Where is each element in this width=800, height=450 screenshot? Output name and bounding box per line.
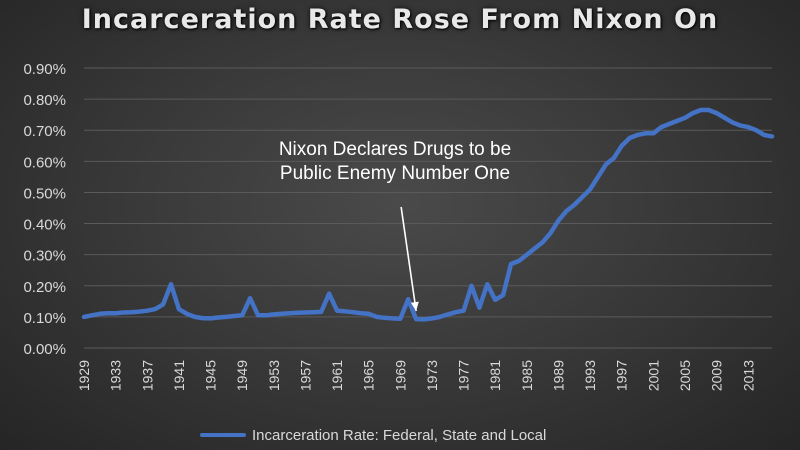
y-tick-label: 0.50% (23, 185, 66, 202)
x-tick-label: 1973 (424, 360, 440, 391)
x-tick-label: 1997 (614, 360, 630, 391)
x-tick-label: 1965 (361, 360, 377, 391)
x-tick-label: 1957 (297, 360, 313, 391)
legend: Incarceration Rate: Federal, State and L… (200, 425, 546, 445)
annotation-arrowhead (410, 301, 419, 312)
y-tick-label: 0.40% (23, 217, 66, 234)
x-tick-label: 1929 (76, 360, 92, 391)
chart-title: Incarceration Rate Rose From Nixon On (81, 4, 719, 35)
x-tick-label: 2009 (709, 360, 725, 391)
x-tick-label: 2013 (740, 360, 756, 391)
x-tick-label: 1981 (487, 360, 503, 391)
annotation-text: Nixon Declares Drugs to be Public Enemy … (225, 138, 565, 186)
y-tick-label: 0.10% (23, 310, 66, 327)
x-tick-label: 1993 (582, 360, 598, 391)
series-line (81, 107, 775, 322)
y-tick-label: 0.20% (23, 279, 66, 296)
y-tick-label: 0.70% (23, 123, 66, 140)
x-tick-label: 1941 (171, 360, 187, 391)
annotation-line-1: Nixon Declares Drugs to be (278, 139, 512, 160)
y-tick-label: 0.60% (23, 154, 66, 171)
y-tick-label: 0.80% (23, 92, 66, 109)
gridlines (84, 67, 772, 349)
x-axis-ticks: 1929 1933 1937 1941 1945 1949 1953 1957 1961 1965… (76, 360, 756, 391)
x-tick-label: 1969 (392, 360, 408, 391)
annotation-arrow-line (400, 206, 417, 312)
y-axis-ticks: 0.00% 0.10% 0.20% 0.30% 0.40% 0.50% 0.60% 0.70%… (23, 61, 66, 358)
x-tick-label: 1953 (266, 360, 282, 391)
legend-swatch (200, 433, 246, 437)
y-tick-label: 0.00% (23, 341, 66, 358)
x-tick-label: 1937 (139, 360, 155, 391)
series-lines (81, 107, 775, 322)
x-tick-label: 2001 (645, 360, 661, 391)
x-tick-label: 1989 (550, 360, 566, 391)
x-tick-label: 1949 (234, 360, 250, 391)
annotation-arrow (400, 206, 419, 312)
x-tick-label: 1985 (519, 360, 535, 391)
x-tick-label: 1977 (456, 360, 472, 391)
x-tick-label: 1961 (329, 360, 345, 391)
y-tick-label: 0.90% (23, 61, 66, 78)
x-tick-label: 2005 (677, 360, 693, 391)
y-tick-label: 0.30% (23, 248, 66, 265)
x-tick-label: 1945 (203, 360, 219, 391)
legend-label: Incarceration Rate: Federal, State and L… (252, 426, 547, 444)
x-tick-label: 1933 (108, 360, 124, 391)
annotation-line-2: Public Enemy Number One (279, 163, 511, 184)
